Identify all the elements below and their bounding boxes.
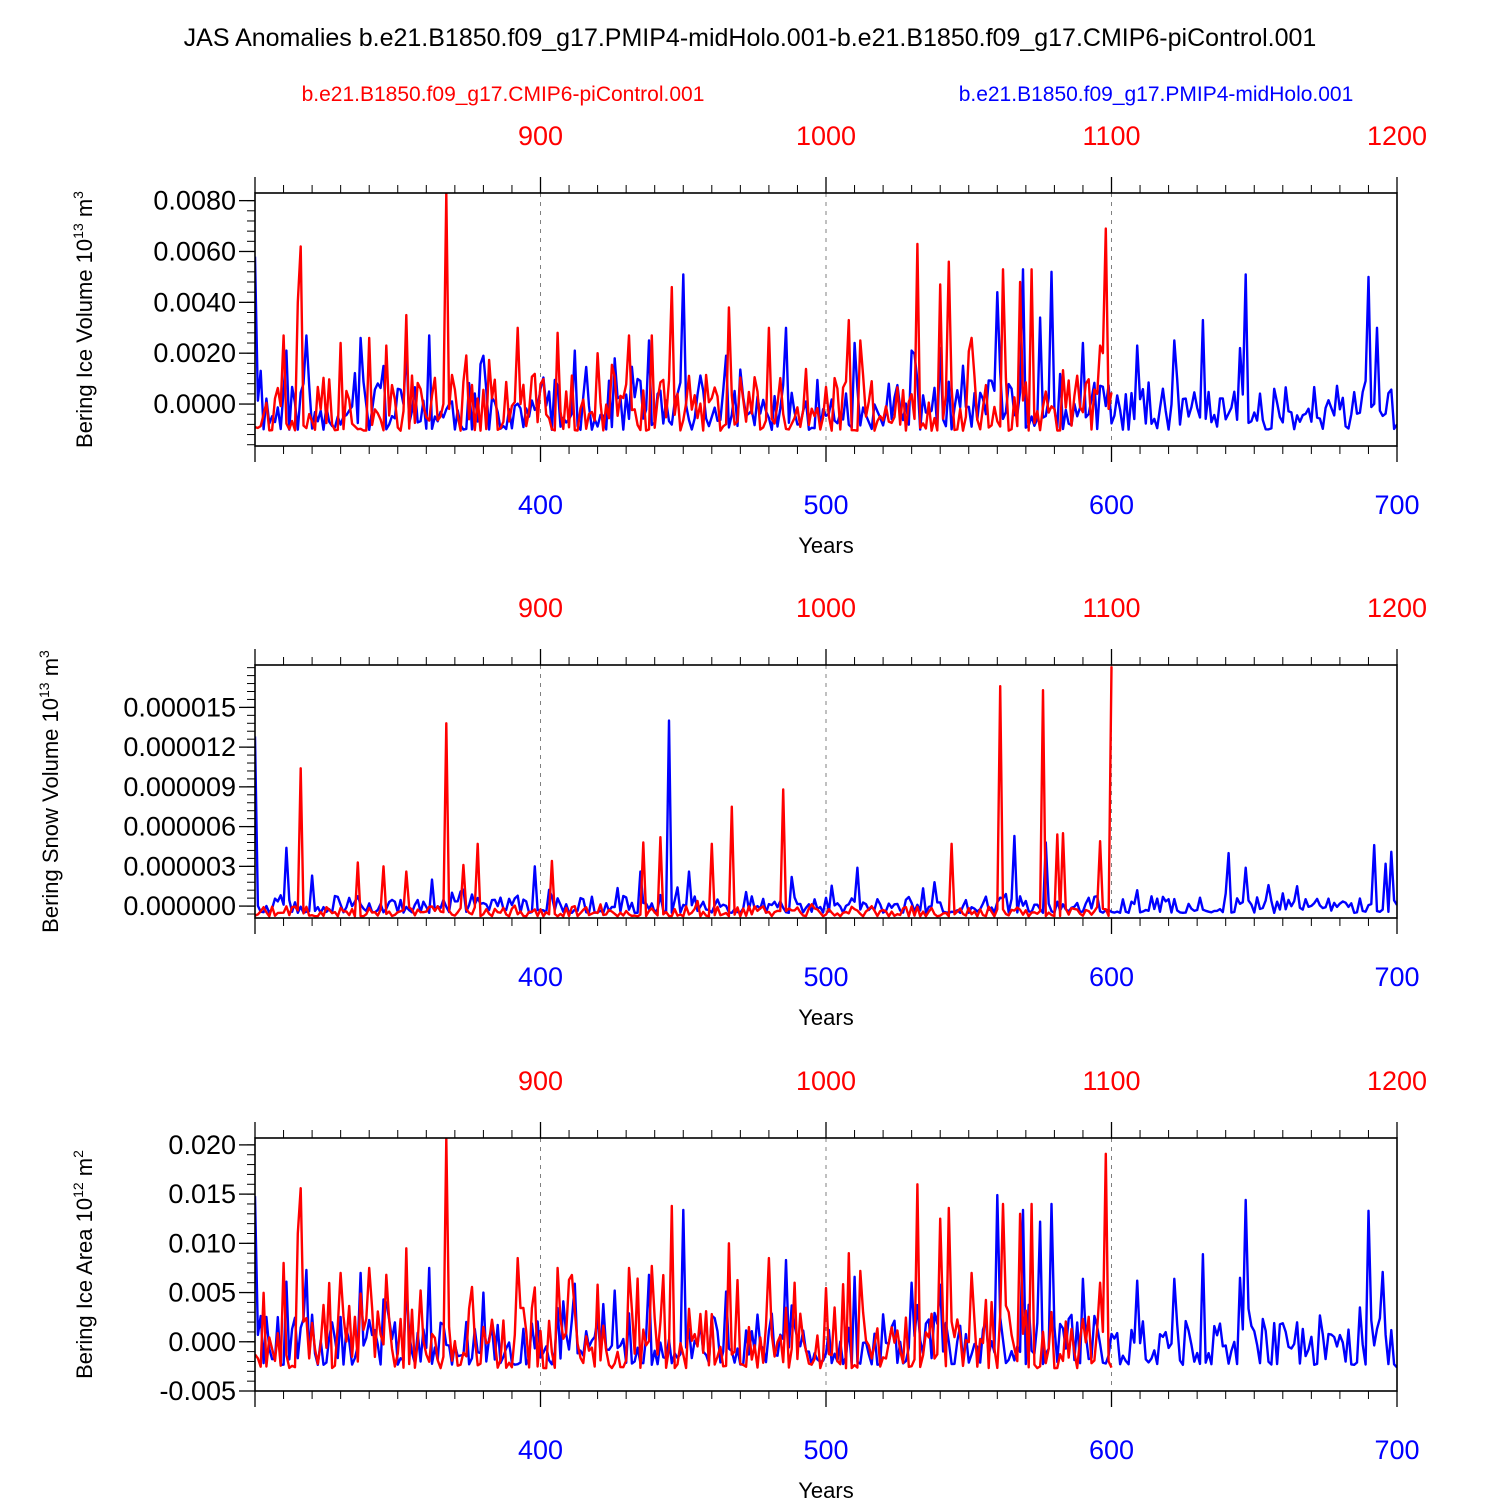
x-tick-label-bottom: 600 (1089, 1435, 1134, 1465)
y-axis-label: Bering Ice Volume 1013 m3 (70, 191, 97, 448)
y-tick-label: 0.020 (168, 1130, 236, 1160)
figure-title: JAS Anomalies b.e21.B1850.f09_g17.PMIP4-… (184, 24, 1317, 52)
y-axis-label: Bering Snow Volume 1013 m3 (36, 650, 63, 933)
y-tick-label: 0.000003 (123, 851, 236, 881)
x-tick-label-bottom: 700 (1374, 962, 1419, 992)
chart-panel-3: -0.005 0.000 0.005 0.010 0.015 0.020 400 500 600… (70, 1066, 1427, 1500)
y-tick-label: 0.0040 (153, 287, 236, 317)
legend-red-label: b.e21.B1850.f09_g17.CMIP6-piControl.001 (302, 83, 705, 106)
x-tick-label-bottom: 600 (1089, 490, 1134, 520)
x-tick-label-bottom: 700 (1374, 490, 1419, 520)
x-tick-label-top: 1200 (1367, 1066, 1427, 1096)
x-tick-label-top: 1000 (796, 121, 856, 151)
x-tick-label-top: 1000 (796, 593, 856, 623)
chart-panel-1: 0.0000 0.0020 0.0040 0.0060 0.0080 400 500 600 7… (70, 121, 1427, 558)
x-tick-label-bottom: 400 (518, 1435, 563, 1465)
y-axis-label: Bering Ice Area 1012 m2 (70, 1150, 97, 1379)
y-tick-label: 0.0060 (153, 236, 236, 266)
x-tick-label-bottom: 500 (803, 962, 848, 992)
x-tick-label-top: 900 (518, 121, 563, 151)
y-tick-label: 0.010 (168, 1228, 236, 1258)
y-tick-label: -0.005 (159, 1376, 236, 1406)
x-tick-label-bottom: 400 (518, 962, 563, 992)
series-line-red (255, 666, 1113, 918)
x-tick-label-top: 1100 (1082, 121, 1140, 151)
x-tick-label-top: 1100 (1082, 1066, 1140, 1096)
y-tick-label: 0.000012 (123, 732, 236, 762)
y-tick-label: 0.000009 (123, 772, 236, 802)
y-tick-label: 0.0080 (153, 186, 236, 216)
y-tick-label: 0.000015 (123, 692, 236, 722)
x-tick-label-bottom: 500 (803, 1435, 848, 1465)
series-line-blue (255, 719, 1397, 914)
x-tick-label-bottom: 400 (518, 490, 563, 520)
y-tick-label: 0.000006 (123, 812, 236, 842)
series-line-blue (255, 256, 1397, 431)
chart-panel-2: 0.000000 0.000003 0.000006 0.000009 0.000012… (36, 593, 1427, 1030)
legend-blue-label: b.e21.B1850.f09_g17.PMIP4-midHolo.001 (959, 83, 1354, 106)
y-tick-label: 0.005 (168, 1278, 236, 1308)
x-axis-label: Years (798, 533, 853, 558)
x-tick-label-top: 1000 (796, 1066, 856, 1096)
y-tick-label: 0.015 (168, 1179, 236, 1209)
y-tick-label: 0.0000 (153, 389, 236, 419)
x-tick-label-top: 1200 (1367, 121, 1427, 151)
y-tick-label: 0.000000 (123, 891, 236, 921)
x-tick-label-top: 1200 (1367, 593, 1427, 623)
y-tick-label: 0.0020 (153, 338, 236, 368)
series-line-red (255, 193, 1113, 432)
y-tick-label: 0.000 (168, 1327, 236, 1357)
x-tick-label-bottom: 500 (803, 490, 848, 520)
x-tick-label-bottom: 700 (1374, 1435, 1419, 1465)
series-line-red (255, 1138, 1113, 1370)
x-tick-label-top: 900 (518, 593, 563, 623)
x-axis-label: Years (798, 1478, 853, 1500)
x-tick-label-top: 1100 (1082, 593, 1140, 623)
x-tick-label-top: 900 (518, 1066, 563, 1096)
x-tick-label-bottom: 600 (1089, 962, 1134, 992)
series-line-blue (255, 1193, 1397, 1369)
x-axis-label: Years (798, 1005, 853, 1030)
